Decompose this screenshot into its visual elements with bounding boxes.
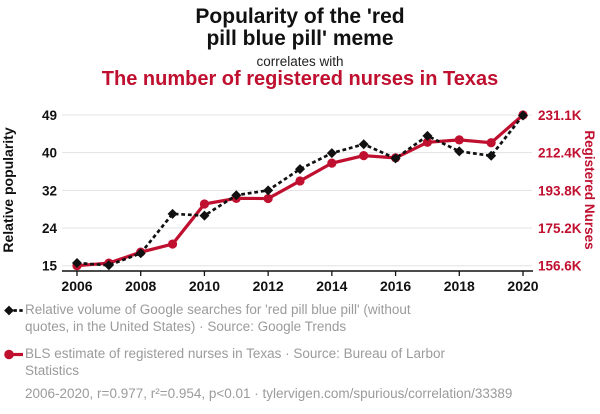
circle-marker — [199, 199, 210, 209]
red-circle-solid-marker-icon — [3, 346, 25, 379]
x-axis-tick-label: 2010 — [189, 278, 220, 294]
diamond-marker — [326, 148, 337, 159]
legend: Relative volume of Google searches for '… — [3, 302, 573, 390]
legend-item-nurses: BLS estimate of registered nurses in Tex… — [3, 346, 573, 379]
circle-marker — [167, 239, 178, 249]
diamond-marker — [231, 190, 242, 201]
circle-marker — [454, 135, 464, 145]
left-axis-tick-label: 15 — [42, 259, 58, 274]
legend-line: BLS estimate of registered nurses in Tex… — [25, 346, 445, 361]
title-line-2: pill blue pill' meme — [206, 27, 394, 50]
diamond-marker — [103, 260, 114, 271]
x-axis-tick-label: 2006 — [61, 278, 92, 294]
diamond-marker — [518, 110, 528, 121]
diamond-marker — [72, 258, 82, 269]
black-diamond-dashed-marker-icon — [3, 302, 25, 335]
page-title: Popularity of the 'red pill blue pill' m… — [0, 6, 600, 50]
x-axis-tick-label: 2016 — [380, 278, 411, 294]
footer-stats: 2006-2020, r=0.977, r²=0.954, p<0.01 · t… — [25, 386, 513, 401]
legend-item-google-trends: Relative volume of Google searches for '… — [3, 302, 573, 335]
right-axis-tick-label: 175.2K — [538, 221, 582, 236]
left-axis-tick-label: 32 — [42, 183, 57, 198]
diamond-marker — [390, 153, 401, 164]
circle-marker — [327, 158, 337, 168]
x-axis-tick-label: 2020 — [507, 278, 538, 294]
correlate-title: The number of registered nurses in Texas — [101, 68, 499, 90]
circle-marker — [422, 137, 433, 147]
dual-axis-line-chart: 15 156.6K 24 175.2K 32 193.8K 40 212.4K 49 231.1K… — [0, 108, 597, 294]
left-axis-tick-label: 49 — [42, 108, 57, 123]
right-axis-tick-label: 212.4K — [538, 146, 582, 161]
left-axis-tick-label: 24 — [42, 221, 58, 236]
legend-line: quotes, in the United States) · Source: … — [25, 318, 347, 334]
legend-label-nurses: BLS estimate of registered nurses in Tex… — [25, 346, 445, 379]
diamond-marker — [454, 146, 465, 157]
diamond-marker — [199, 210, 210, 221]
diamond-marker — [486, 150, 497, 161]
series-line-diamond — [76, 114, 525, 267]
circle-marker — [295, 176, 305, 186]
diamond-marker — [358, 139, 369, 150]
left-axis-title: Relative popularity — [0, 127, 16, 252]
x-axis-tick-label: 2008 — [125, 278, 156, 294]
right-axis-tick-label: 156.6K — [538, 259, 582, 274]
circle-marker — [263, 193, 273, 204]
title-line-1: Popularity of the 'red — [195, 5, 405, 28]
right-axis-tick-label: 231.1K — [538, 108, 582, 123]
x-axis-tick-label: 2014 — [316, 278, 347, 294]
diamond-marker — [135, 248, 146, 259]
x-axis-tick-label: 2012 — [253, 278, 284, 294]
legend-line: Relative volume of Google searches for '… — [25, 302, 411, 317]
legend-line: Statistics — [25, 362, 80, 378]
right-axis-tick-label: 193.8K — [538, 183, 582, 198]
correlates-with-text: correlates with — [256, 54, 344, 69]
circle-marker — [486, 138, 496, 148]
diamond-marker — [295, 164, 305, 175]
diamond-marker — [167, 208, 178, 219]
left-axis-tick-label: 40 — [42, 146, 57, 161]
circle-marker — [359, 151, 369, 161]
diamond-marker — [422, 130, 433, 141]
legend-label-google-trends: Relative volume of Google searches for '… — [25, 302, 411, 335]
diamond-marker — [263, 185, 274, 196]
x-axis-tick-label: 2018 — [444, 278, 475, 294]
right-axis-title: Registered Nurses — [582, 130, 597, 249]
